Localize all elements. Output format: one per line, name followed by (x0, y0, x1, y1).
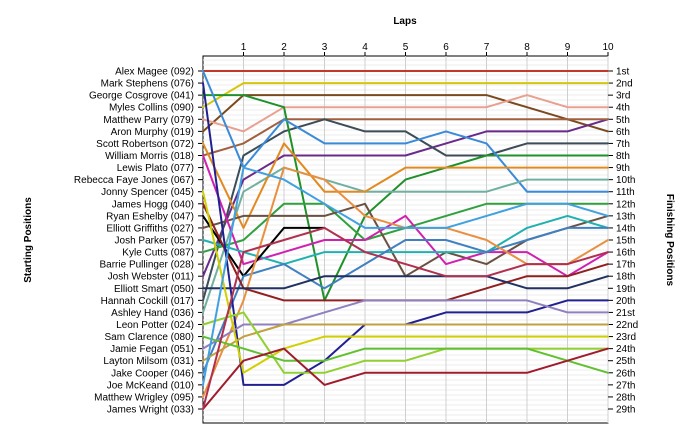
starting-position-label: Hannah Cockill (017) (101, 296, 194, 307)
finishing-position-label: 3rd (616, 91, 630, 102)
x-tick-label: 10 (602, 42, 614, 53)
series-line (202, 94, 609, 302)
starting-position-label: Ryan Eshelby (047) (106, 211, 194, 222)
finishing-position-label: 6th (616, 127, 630, 138)
series-line (202, 166, 609, 386)
starting-position-label: Scott Robertson (072) (96, 139, 194, 150)
finishing-position-label: 21st (616, 308, 635, 319)
starting-position-label: George Cosgrove (041) (89, 91, 194, 102)
starting-position-label: Ashley Hand (036) (111, 308, 194, 319)
finishing-position-label: 24th (616, 344, 635, 355)
starting-position-label: Mark Stephens (076) (101, 79, 194, 90)
starting-position-label: Josh Webster (011) (108, 272, 194, 283)
series-line (202, 94, 609, 133)
finishing-position-label: 20th (616, 296, 635, 307)
starting-position-label: Barrie Pullinger (028) (100, 260, 195, 271)
x-tick-label: 6 (443, 42, 449, 53)
starting-position-label: Elliott Smart (050) (114, 284, 194, 295)
finishing-position-label: 9th (616, 163, 630, 174)
finishing-position-label: 27th (616, 380, 635, 391)
starting-position-label: James Wright (033) (107, 405, 194, 416)
series-line (202, 275, 609, 290)
finishing-position-label: 25th (616, 356, 635, 367)
starting-position-label: Rebecca Faye Jones (067) (74, 175, 194, 186)
finishing-position-label: 2nd (616, 79, 633, 90)
starting-position-label: Matthew Wrigley (095) (94, 392, 194, 403)
x-tick-label: 1 (241, 42, 247, 53)
finishing-position-label: 28th (616, 392, 635, 403)
series-line (202, 118, 609, 302)
finishing-position-label: 7th (616, 139, 630, 150)
series-line (202, 94, 609, 133)
series-line (202, 226, 609, 410)
series-line (202, 82, 609, 109)
starting-position-label: Elliott Griffiths (027) (106, 223, 194, 234)
chart-title: Laps (393, 16, 417, 27)
starting-position-label: Josh Parker (057) (115, 236, 194, 247)
finishing-position-label: 5th (616, 115, 630, 126)
finishing-position-label: 11th (616, 187, 635, 198)
starting-position-label: Joe McKeand (010) (107, 380, 194, 391)
finishing-position-label: 1st (616, 67, 630, 78)
left-axis-title: Starting Positions (23, 197, 34, 283)
finishing-position-label: 19th (616, 284, 635, 295)
series-line (202, 299, 609, 350)
starting-position-label: Leon Potter (024) (116, 320, 194, 331)
finishing-position-label: 15th (616, 236, 635, 247)
finishing-position-label: 29th (616, 405, 635, 416)
finishing-position-label: 16th (616, 248, 635, 259)
starting-position-label: Layton Milsom (031) (103, 356, 194, 367)
starting-position-label: Myles Collins (090) (109, 103, 194, 114)
series-line (202, 142, 609, 229)
finishing-position-label: 23rd (616, 332, 636, 343)
finishing-position-label: 13th (616, 211, 635, 222)
finishing-position-label: 12th (616, 199, 635, 210)
starting-position-label: James Hogg (040) (112, 199, 194, 210)
finishing-position-label: 22nd (616, 320, 638, 331)
finishing-position-label: 10th (616, 175, 635, 186)
series-line (202, 154, 609, 278)
x-tick-label: 4 (362, 42, 368, 53)
finishing-position-label: 26th (616, 368, 635, 379)
x-tick-label: 7 (484, 42, 490, 53)
x-tick-label: 9 (565, 42, 571, 53)
starting-position-label: William Morris (018) (105, 151, 194, 162)
starting-position-label: Jonny Spencer (045) (101, 187, 194, 198)
series-line (202, 118, 609, 278)
starting-position-label: Jamie Fegan (051) (110, 344, 194, 355)
finishing-position-label: 18th (616, 272, 635, 283)
starting-position-label: Sam Clarence (080) (105, 332, 194, 343)
finishing-position-label: 17th (616, 260, 635, 271)
finishing-position-label: 4th (616, 103, 630, 114)
starting-position-label: Kyle Cutts (087) (122, 248, 194, 259)
series-line (202, 226, 609, 374)
plot-area: 1 2 3 4 5 6 7 8 9 10 Alex Magee (092)Mark Stephens… (74, 42, 638, 424)
x-tick-label: 3 (322, 42, 328, 53)
series-line (202, 323, 609, 362)
x-tick-label: 5 (403, 42, 409, 53)
starting-position-label: Lewis Plato (077) (117, 163, 194, 174)
x-tick-label: 2 (281, 42, 287, 53)
series-line (202, 347, 609, 410)
right-axis-title: Finishing Positions (664, 194, 675, 287)
finishing-position-label: 14th (616, 223, 635, 234)
x-tick-label: 8 (524, 42, 530, 53)
finishing-position-label: 8th (616, 151, 630, 162)
series-line (202, 214, 609, 266)
starting-position-label: Matthew Parry (079) (103, 115, 194, 126)
series-line (202, 118, 609, 157)
starting-position-label: Alex Magee (092) (115, 67, 194, 78)
series-line (202, 335, 609, 374)
series-line (202, 70, 609, 193)
starting-position-label: Aron Murphy (019) (111, 127, 194, 138)
starting-position-label: Jake Cooper (046) (111, 368, 194, 379)
